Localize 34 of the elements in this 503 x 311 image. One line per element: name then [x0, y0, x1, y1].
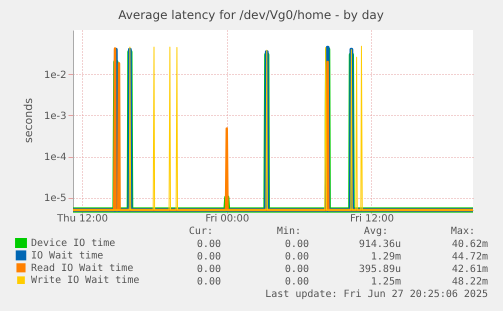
text: 42.61m [452, 264, 488, 275]
legend-label: Write IO Wait time [31, 275, 140, 286]
text: 914.36u [358, 239, 401, 250]
y-tick-label: 1e-2 [44, 70, 66, 81]
text: 40.62m [452, 239, 488, 250]
legend-label: Read IO Wait time [31, 262, 134, 274]
y-axis-title: seconds [22, 98, 36, 143]
x-tick-label: Fri 00:00 [205, 214, 250, 224]
text: Min: [276, 226, 301, 237]
text: 0.00 [284, 276, 309, 288]
text: 1.29m [370, 252, 401, 262]
text: Avg: [364, 226, 388, 237]
legend-label: IO Wait time [31, 250, 104, 262]
y-tick-label: 1e-5 [44, 193, 66, 204]
text: 0.00 [196, 276, 221, 288]
text: Last update: Fri Jun 27 20:25:06 2025 [265, 289, 488, 300]
y-tick-label: 1e-4 [44, 152, 66, 164]
text: 395.89u [358, 264, 401, 275]
text: Cur: [188, 226, 213, 237]
text: 48.22m [452, 276, 488, 288]
text: 0.00 [196, 252, 221, 262]
text: 0.00 [284, 252, 309, 262]
text: 0.00 [196, 264, 221, 275]
text: 0.00 [284, 239, 309, 250]
x-tick-label: Fri 12:00 [350, 214, 394, 224]
text: 44.72m [452, 252, 488, 262]
text: 0.00 [284, 264, 309, 275]
text: 1.25m [370, 276, 401, 288]
text: 0.00 [196, 239, 221, 250]
x-tick-label: Thu 12:00 [56, 214, 108, 224]
chart-title: Average latency for /dev/Vg0/home - by day [118, 8, 384, 22]
legend-label: Device IO time [31, 238, 116, 249]
y-tick-label: 1e-3 [44, 110, 66, 122]
text: Max: [450, 226, 475, 237]
